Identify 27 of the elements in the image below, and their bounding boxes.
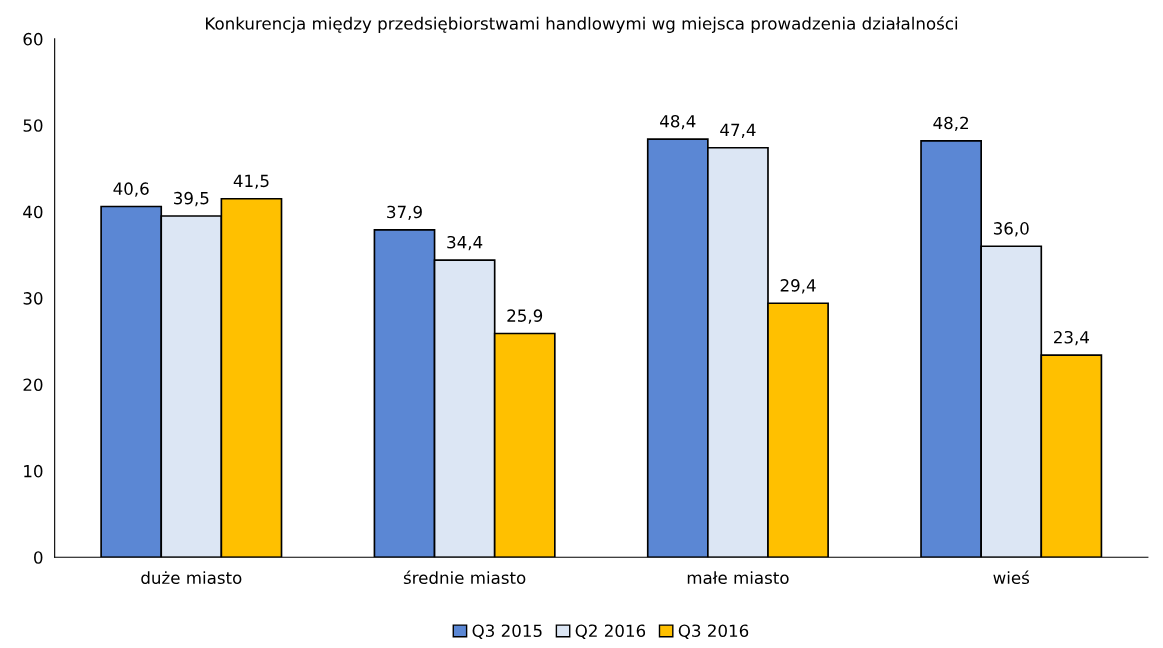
data-label: 47,4 [720,123,756,138]
legend-label: Q3 2016 [678,624,749,639]
chart-title: Konkurencja między przedsiębiorstwami handlowymi wg miejsca prowadzenia działalności [206,16,958,33]
data-label: 48,4 [660,114,696,130]
y-tick-label: 10 [24,464,43,478]
data-label: 37,9 [387,205,422,220]
data-label: 34,4 [447,235,483,251]
y-tick-label: 60 [23,32,43,46]
x-tick-label: małe miasto [687,571,789,585]
x-tick-label: duże miasto [141,571,242,585]
data-label: 40,6 [113,182,149,197]
y-tick-label: 30 [23,292,43,305]
legend-label: Q2 2016 [575,624,646,639]
data-label: 23,4 [1054,330,1089,346]
data-label: 41,5 [233,174,269,189]
data-label: 29,4 [780,279,816,294]
data-label: 25,9 [507,309,543,324]
y-tick-label: 50 [23,119,43,132]
data-label: 36,0 [993,222,1029,237]
y-tick-label: 20 [23,378,43,392]
legend-label: Q3 2015 [472,624,542,639]
data-label: 48,2 [933,116,968,131]
x-tick-label: wieś [993,570,1030,585]
data-label: 39,5 [174,191,209,207]
x-tick-label: średnie miasto [403,570,526,585]
y-tick-label: 40 [23,205,43,219]
y-tick-label: 0 [34,551,43,564]
